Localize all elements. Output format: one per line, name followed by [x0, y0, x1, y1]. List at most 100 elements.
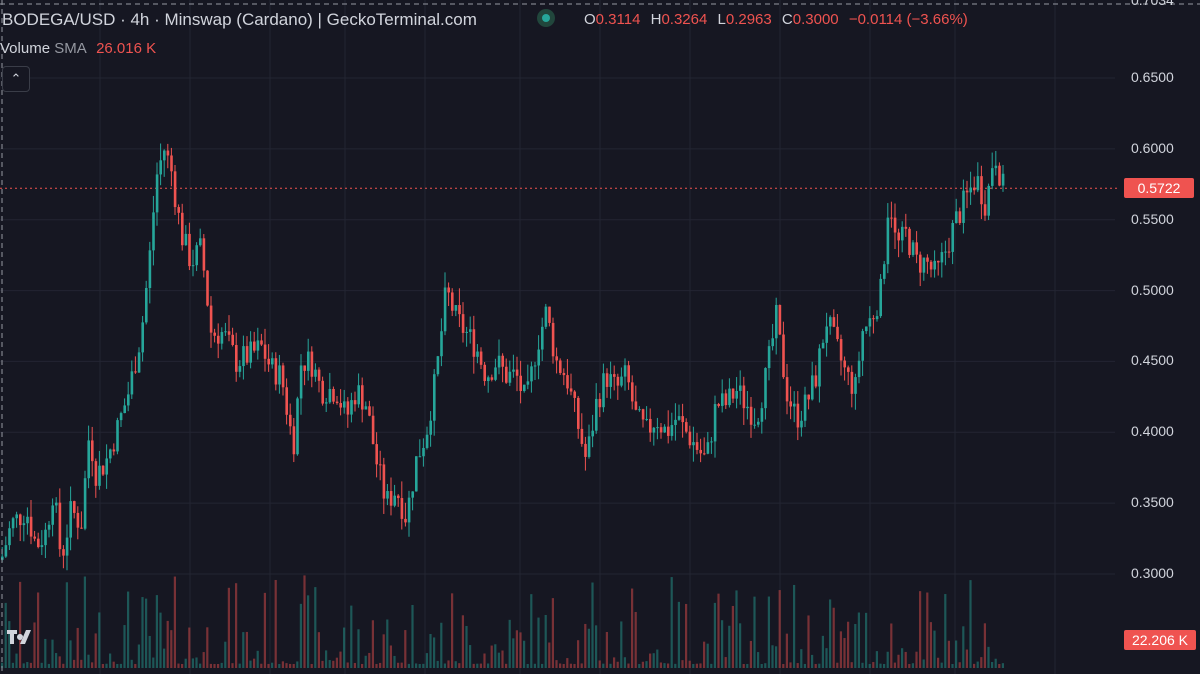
volume-bar — [991, 662, 994, 668]
volume-bar — [91, 662, 94, 668]
volume-bar — [87, 654, 90, 668]
volume-bar — [415, 663, 418, 668]
volume-bar — [587, 628, 590, 668]
candle-body — [973, 187, 976, 191]
volume-bar — [872, 662, 875, 668]
price-axis-top-label: 0.7034 — [1131, 0, 1174, 8]
volume-bar — [793, 584, 796, 668]
volume-bar — [65, 582, 68, 668]
candle-body — [656, 427, 659, 429]
chart-title: BODEGA/USD · 4h · Minswap (Cardano) | Ge… — [2, 10, 477, 29]
volume-bar — [821, 635, 824, 668]
candle-body — [526, 381, 530, 385]
candle-body — [886, 217, 890, 265]
volume-bar — [724, 657, 727, 668]
candle-body — [271, 358, 274, 365]
candle-body — [346, 401, 350, 415]
candle-body — [926, 257, 929, 262]
candle-body — [389, 491, 393, 506]
volume-bar — [303, 575, 306, 668]
volume-bar — [983, 623, 986, 668]
tradingview-logo-icon[interactable] — [6, 626, 38, 646]
candle-body — [494, 367, 497, 380]
candle-body — [735, 390, 738, 399]
volume-bar — [62, 663, 65, 668]
candle-body — [983, 204, 987, 216]
volume-bar — [382, 634, 385, 668]
chevron-up-icon: ⌃ — [10, 71, 22, 86]
volume-bar — [296, 661, 299, 668]
candle-body — [818, 348, 821, 387]
volume-bar — [721, 620, 724, 668]
volume-bar — [235, 583, 238, 668]
candle-body — [166, 150, 170, 156]
volume-bar — [544, 614, 547, 668]
candle-body — [908, 228, 911, 255]
volume-bar — [389, 645, 392, 668]
volume-bar — [987, 646, 990, 668]
collapse-legend-button[interactable]: ⌃ — [2, 66, 30, 92]
volume-bar — [134, 663, 137, 668]
volume-bar — [353, 662, 356, 668]
volume-bar — [123, 625, 126, 668]
volume-bar — [847, 621, 850, 668]
volume-bar — [508, 619, 511, 668]
volume-bar — [4, 602, 7, 668]
candle-body — [22, 523, 26, 526]
volume-bar — [865, 612, 868, 668]
volume-bar — [472, 663, 475, 668]
volume-bar — [965, 649, 968, 668]
volume-bar — [440, 622, 443, 668]
volume-bar — [325, 650, 328, 668]
volume-bar — [577, 640, 580, 668]
volume-bar — [112, 661, 115, 668]
candle-body — [890, 217, 893, 219]
volume-bar — [195, 657, 198, 668]
candle-body — [465, 331, 468, 333]
volume-bar — [767, 596, 770, 668]
volume-bar — [883, 663, 886, 668]
volume-bar — [548, 642, 551, 668]
volume-legend[interactable]: Volume SMA 26.016 K — [0, 40, 156, 57]
candle-body — [699, 449, 702, 454]
volume-bar — [184, 658, 187, 668]
volume-bar — [299, 603, 302, 668]
volume-bar — [530, 594, 533, 668]
candle-body — [94, 461, 98, 486]
candle-body — [429, 420, 432, 435]
volume-bar — [922, 659, 925, 668]
candle-body — [958, 211, 962, 223]
candle-body — [555, 356, 558, 361]
candle-body — [688, 431, 692, 446]
volume-bar — [346, 662, 349, 668]
candle-body — [112, 449, 116, 452]
volume-bar — [8, 621, 11, 668]
candle-body — [713, 404, 717, 442]
candle-body — [872, 318, 875, 320]
volume-bar — [231, 663, 234, 668]
volume-bar — [667, 663, 670, 668]
candle-body — [825, 326, 828, 343]
candle-body — [598, 398, 602, 408]
volume-bar — [490, 645, 493, 668]
candle-body — [580, 428, 584, 444]
volume-bar — [771, 645, 774, 668]
volume-bar — [591, 582, 594, 668]
candle-body — [497, 355, 501, 368]
volume-bar — [782, 663, 785, 668]
volume-bar — [584, 623, 587, 668]
candle-body — [148, 250, 152, 289]
volume-bar — [137, 644, 140, 668]
volume-bar — [69, 640, 72, 668]
candle-body — [274, 358, 278, 385]
volume-bar — [11, 662, 14, 668]
volume-bar — [173, 576, 176, 668]
volume-bar — [947, 640, 950, 668]
volume-bar — [944, 594, 947, 668]
candle-body — [101, 465, 105, 475]
volume-bar — [436, 660, 439, 668]
volume-bar — [800, 649, 803, 668]
volume-bar — [609, 663, 612, 668]
volume-bar — [425, 653, 428, 668]
